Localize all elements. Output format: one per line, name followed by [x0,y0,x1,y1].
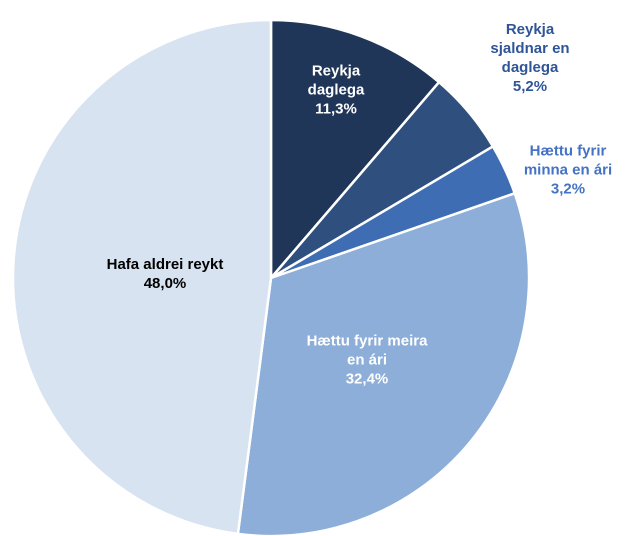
value-label: 5,2% [512,78,548,95]
slice-label: Reykja daglega 11,3% [291,62,381,119]
slice-label: Reykja sjaldnar en daglega 5,2% [475,20,585,96]
category-label: Hættu fyrir meira en ári [306,332,428,369]
pie-slice [11,18,273,536]
slice-label: Hafa aldrei reykt 48,0% [105,255,225,293]
value-label: 48,0% [143,275,187,292]
category-label: Reykja daglega [307,62,365,99]
category-label: Reykja sjaldnar en daglega [490,21,570,76]
value-label: 11,3% [315,100,357,118]
slice-label: Hættu fyrir minna en ári 3,2% [513,142,623,199]
category-label: Hættu fyrir minna en ári [523,142,613,179]
pie-slice [269,18,441,280]
slice-label: Hættu fyrir meira en ári 32,4% [302,332,432,389]
pie-slice [236,192,531,536]
value-label: 3,2% [550,180,586,198]
value-label: 32,4% [345,370,389,388]
category-label: Hafa aldrei reykt [106,256,224,273]
